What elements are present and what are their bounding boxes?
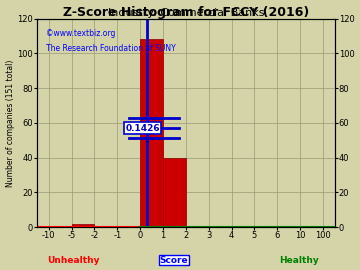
Text: Score: Score — [160, 255, 188, 265]
Text: Industry: Commercial Banks: Industry: Commercial Banks — [108, 8, 264, 18]
Title: Z-Score Histogram for FCCY (2016): Z-Score Histogram for FCCY (2016) — [63, 6, 309, 19]
Text: 0.1426: 0.1426 — [125, 124, 160, 133]
Bar — [72, 224, 94, 227]
Text: The Research Foundation of SUNY: The Research Foundation of SUNY — [46, 43, 176, 53]
Bar — [163, 158, 186, 227]
Y-axis label: Number of companies (151 total): Number of companies (151 total) — [5, 59, 14, 187]
Text: Unhealthy: Unhealthy — [47, 255, 99, 265]
Text: ©www.textbiz.org: ©www.textbiz.org — [46, 29, 116, 38]
Text: Healthy: Healthy — [279, 255, 319, 265]
Bar — [140, 39, 163, 227]
